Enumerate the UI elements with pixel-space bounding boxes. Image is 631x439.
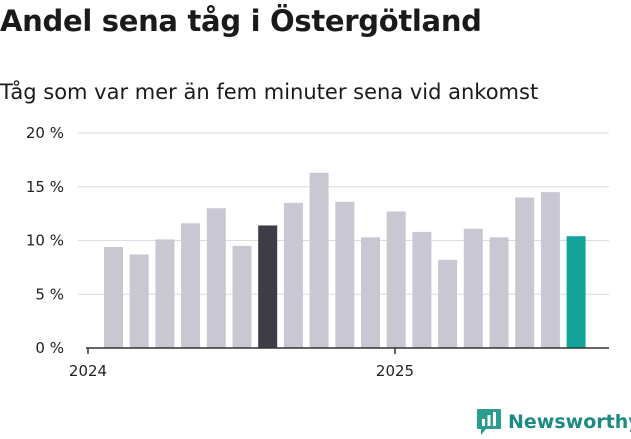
bar-2024-02 [129, 254, 149, 348]
bar-2025-03 [463, 228, 483, 348]
bar-chart: 0 % 5 % 10 % 15 % 20 % 2024 2025 [26, 124, 609, 380]
bar-2024-12 [386, 211, 406, 348]
bar-2024-01 [104, 246, 123, 348]
bar-2024-10 [335, 201, 355, 348]
x-tick-label: 2024 [69, 362, 107, 380]
x-tick-label: 2025 [376, 362, 414, 380]
y-tick-label: 20 % [26, 124, 64, 142]
bar-2024-08 [283, 202, 303, 348]
bar-2024-06 [232, 245, 252, 348]
brand-name: Newsworthy [508, 411, 631, 433]
y-tick-label: 5 % [35, 285, 64, 303]
bar-2024-11 [361, 237, 380, 348]
bar-2024-07 [258, 225, 278, 348]
bar-2024-09 [309, 172, 329, 348]
bar-2025-01 [412, 231, 432, 348]
bar-2025-04 [489, 237, 509, 348]
chart-subtitle: Tåg som var mer än fem minuter sena vid … [0, 80, 539, 104]
chart-title: Andel sena tåg i Östergötland [0, 4, 482, 38]
bar-2024-03 [155, 239, 175, 348]
y-tick-label: 15 % [26, 178, 64, 196]
bar-2025-02 [438, 259, 458, 348]
newsworthy-logo-icon [477, 409, 501, 435]
bar-2025-06 [540, 192, 560, 348]
y-tick-label: 10 % [26, 232, 64, 250]
bar-2025-07 [566, 236, 586, 348]
bar-2025-05 [515, 197, 535, 348]
y-tick-label: 0 % [35, 339, 64, 357]
bar-2024-05 [206, 208, 226, 348]
brand-logo: Newsworthy [476, 407, 631, 437]
bar-2024-04 [181, 223, 201, 348]
